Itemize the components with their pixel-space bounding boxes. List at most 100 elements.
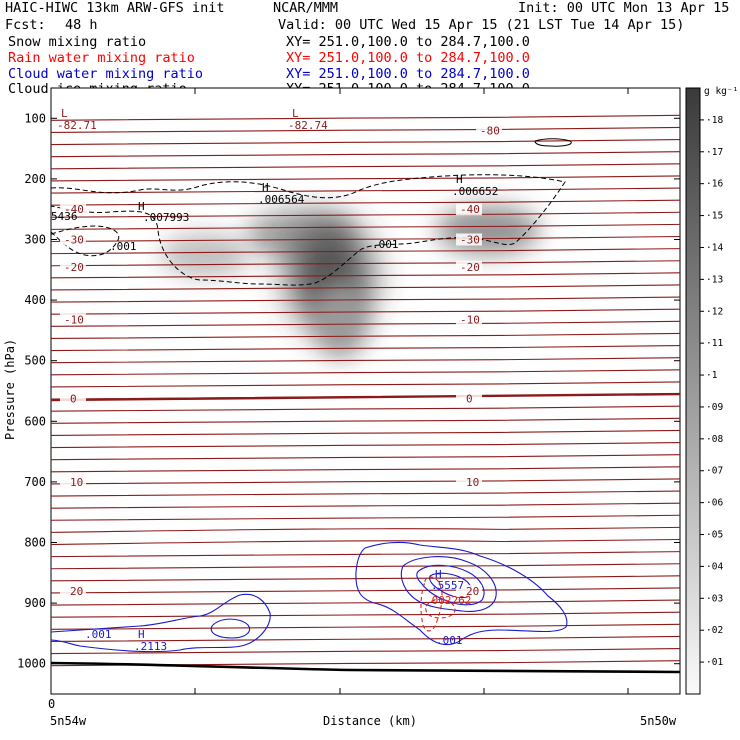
isotherm-lines (51, 114, 680, 667)
isotherm-line (51, 526, 680, 533)
colorbar-gradient (685, 87, 701, 695)
colorbar-level-label: ·03 (706, 593, 723, 604)
isotherm-label-bg (476, 124, 502, 137)
colorbar-level-label: ·1 (706, 370, 718, 381)
high-value-ice-centre: .006564 (258, 193, 305, 206)
pressure-tick-label: 300 (24, 233, 46, 247)
isotherm-line (51, 284, 680, 291)
terrain-line (51, 661, 680, 674)
y-axis-title: Pressure (hPa) (3, 339, 17, 440)
isotherm-label-bg (456, 584, 482, 597)
isotherm-label-bg (60, 203, 86, 216)
cloud-ice-contour-top (534, 138, 572, 147)
isotherm-label: 20 (70, 585, 83, 598)
rain-water-contours (420, 576, 456, 632)
valid-time: Valid: 00 UTC Wed 15 Apr 15 (21 LST Tue … (278, 17, 685, 33)
colorbar-level-label: ·14 (706, 242, 723, 253)
high-mark-cloudwater-right: H (435, 568, 442, 581)
isotherm-line (51, 563, 680, 570)
x-right-location: 5n50w (640, 714, 677, 728)
pressure-tick-label: 800 (24, 536, 46, 550)
isotherm-line (51, 175, 680, 182)
legend-rain-xy: XY= 251.0,100.0 to 284.7,100.0 (286, 50, 530, 66)
pressure-tick-label: 700 (24, 475, 46, 489)
isotherm-label-bg (456, 475, 482, 488)
high-value-ice-right: .006652 (452, 185, 498, 198)
legend-snow-name: Snow mixing ratio (8, 34, 147, 50)
isotherm-label-bg (60, 260, 86, 273)
isotherm-line (51, 332, 680, 340)
snow-blob-right (436, 205, 540, 255)
colorbar-level-label: ·02 (706, 625, 723, 636)
isotherm-label-bg (60, 313, 86, 326)
isotherm-label-bg (456, 392, 482, 405)
isotherm-line (51, 126, 680, 133)
low-mark-centre: L (292, 107, 299, 120)
isotherm-line (51, 260, 680, 267)
model-title: HAIC-HIWC 13km ARW-GFS init (5, 0, 225, 16)
colorbar-level-label: ·05 (706, 530, 723, 541)
pressure-tick-label: 400 (24, 293, 46, 307)
cloud-ice-contour (51, 174, 566, 286)
colorbar-level-label: ·17 (706, 147, 723, 158)
low-value-left: -82.71 (57, 119, 97, 132)
isotherm-line (51, 211, 680, 218)
legend-snow-xy: XY= 251.0,100.0 to 284.7,100.0 (286, 34, 530, 50)
colorbar-level-label: ·01 (706, 657, 723, 668)
isotherm-label: -40 (64, 203, 84, 216)
isotherm-line (51, 466, 680, 473)
isotherm-label: 0 (466, 392, 473, 405)
colorbar-level-label: ·16 (706, 179, 723, 190)
isotherm-line (51, 381, 680, 388)
high-mark-cloudwater-left: H (138, 628, 145, 641)
isotherm-line (51, 187, 680, 194)
isotherm-label: -20 (64, 261, 84, 274)
isotherm-label: -20 (460, 261, 480, 274)
pressure-tick-label: 200 (24, 172, 46, 186)
x-left-location: 5n54w (50, 714, 87, 728)
x-axis-title: Distance (km) (323, 714, 417, 728)
cloudwater-contour-label-right: .001 (436, 634, 463, 647)
isotherm-line (51, 405, 680, 412)
isotherm-label-bg (60, 475, 86, 488)
init-time: Init: 00 UTC Mon 13 Apr 15 (518, 0, 730, 16)
colorbar-level-label: ·07 (706, 466, 723, 477)
isotherm-line (51, 648, 680, 655)
isotherm-line (51, 429, 680, 436)
isotherm-line (51, 163, 680, 170)
isotherm-line (51, 454, 680, 461)
low-value-centre: -82.74 (288, 119, 328, 132)
isotherm-line (51, 635, 680, 643)
snow-blob-left (160, 233, 250, 277)
legend-rain-name: Rain water mixing ratio (8, 50, 195, 66)
isotherm-label-bg (60, 392, 86, 405)
isotherm-line (51, 478, 680, 485)
colorbar: ·18 ·17 ·16 ·15 ·14 ·13 ·12 ·11 ·1 ·09 ·08 ·07 ·06 ·0… (685, 86, 738, 695)
edge-value-left: 5436 (51, 210, 78, 223)
isotherm-label: -40 (460, 203, 480, 216)
isotherm-line (51, 151, 680, 158)
isotherm-label: -30 (64, 234, 84, 247)
high-mark-ice-centre: H (262, 181, 269, 194)
isotherm-label: -10 (460, 313, 480, 326)
isotherm-label-bg (456, 203, 482, 216)
x-tick-zero: 0 (48, 697, 55, 711)
colorbar-unit: g kg⁻¹ (704, 86, 738, 97)
isotherm-line (51, 345, 680, 352)
colorbar-level-label: ·04 (706, 561, 723, 572)
isotherm-label: 10 (70, 476, 83, 489)
isotherm-labels: -80 -40 -40 -30 -30 -20 -20 -10 -10 0 0 10 10 20 20 (60, 124, 502, 598)
isotherm-line (51, 248, 680, 255)
pressure-tick-label: 900 (24, 596, 46, 610)
isotherm-label: -10 (64, 313, 84, 326)
isotherm-line (51, 502, 680, 509)
colorbar-level-label: ·09 (706, 402, 723, 413)
isotherm-label-bg (456, 233, 482, 246)
cloudwater-contour-label-left: .001 (85, 628, 112, 641)
cloud-water-contours (51, 541, 568, 653)
pressure-tick-label: 600 (24, 414, 46, 428)
isotherm-label-bg (60, 584, 86, 597)
isotherm-line (51, 611, 680, 618)
